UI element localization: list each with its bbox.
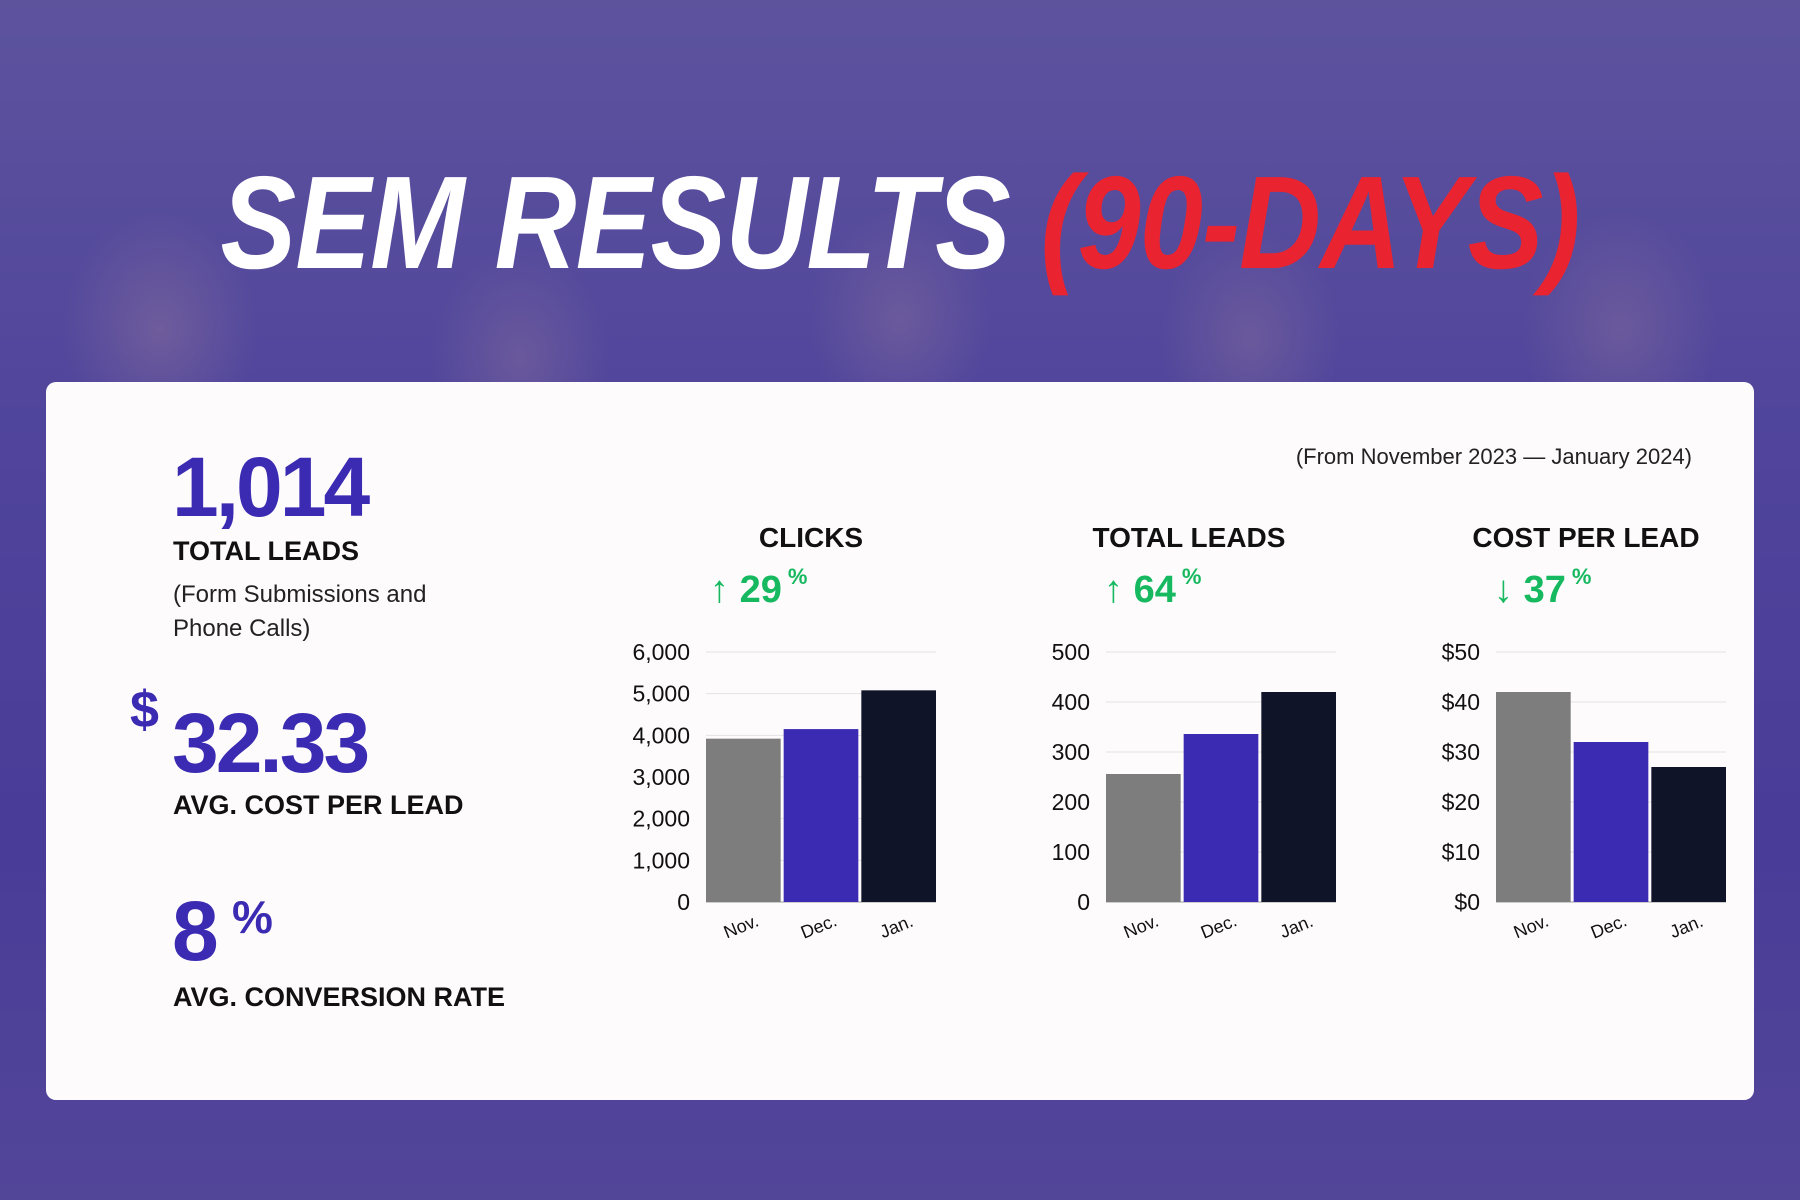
total-leads-sub: (Form Submissions and Phone Calls) xyxy=(173,581,427,642)
bar-dec xyxy=(1573,742,1649,902)
y-tick-label: 200 xyxy=(1052,789,1090,815)
y-tick-label: 500 xyxy=(1052,639,1090,665)
chart-leads: 0 100 200 300 400 500 Nov. Dec. Jan. xyxy=(1052,639,1336,943)
conversion-value: 8 xyxy=(172,884,219,978)
y-tick-label: $50 xyxy=(1442,639,1480,665)
total-leads-value: 1,014 xyxy=(172,440,370,534)
x-tick-label: Jan. xyxy=(877,911,916,942)
y-tick-label: 400 xyxy=(1052,689,1090,715)
y-tick-label: 5,000 xyxy=(632,681,690,707)
arrow-up-icon: ↑ xyxy=(710,569,729,611)
chart-leads-title: TOTAL LEADS xyxy=(1092,522,1286,553)
y-tick-label: 6,000 xyxy=(632,639,690,665)
y-tick-label: 0 xyxy=(677,889,690,915)
bar-nov xyxy=(1496,692,1571,902)
bar-dec xyxy=(783,729,859,902)
conversion-unit: % xyxy=(232,891,273,943)
date-range: (From November 2023 — January 2024) xyxy=(1295,444,1692,469)
total-leads-label: TOTAL LEADS xyxy=(173,536,360,566)
chart-cpl-change-value: 37 xyxy=(1523,569,1566,611)
bar-jan xyxy=(861,690,936,902)
x-tick-label: Jan. xyxy=(1667,911,1706,942)
cost-per-lead-label: AVG. COST PER LEAD xyxy=(173,790,464,820)
title-highlight: (90-DAYS) xyxy=(1040,149,1581,296)
arrow-up-icon: ↑ xyxy=(1104,569,1123,611)
bar-jan xyxy=(1651,767,1726,902)
y-tick-label: 1,000 xyxy=(632,847,690,873)
chart-cpl-title: COST PER LEAD xyxy=(1472,522,1700,553)
chart-clicks-change-value: 29 xyxy=(739,569,782,611)
chart-cost-per-lead: $0 $10 $20 $30 $40 $50 Nov. Dec. Jan. xyxy=(1442,639,1726,943)
x-tick-label: Jan. xyxy=(1277,911,1316,942)
y-tick-label: $0 xyxy=(1454,889,1480,915)
x-tick-label: Dec. xyxy=(1198,910,1240,942)
chart-cpl-change-unit: % xyxy=(1571,564,1592,589)
x-tick-label: Nov. xyxy=(1511,910,1552,942)
bar-nov xyxy=(706,738,781,902)
y-tick-label: 300 xyxy=(1052,739,1090,765)
chart-clicks-change: ↑ 29% xyxy=(710,564,870,612)
bar-jan xyxy=(1261,692,1336,902)
bar-nov xyxy=(1106,774,1181,902)
chart-leads-change-unit: % xyxy=(1181,564,1202,589)
y-tick-label: 100 xyxy=(1052,839,1090,865)
x-tick-label: Dec. xyxy=(1588,910,1630,942)
arrow-down-icon: ↓ xyxy=(1494,569,1513,611)
y-tick-label: $40 xyxy=(1442,689,1480,715)
chart-clicks-title: CLICKS xyxy=(758,522,864,553)
x-tick-label: Dec. xyxy=(798,910,840,942)
x-tick-label: Nov. xyxy=(721,910,762,942)
y-tick-label: 4,000 xyxy=(632,722,690,748)
conversion-label: AVG. CONVERSION RATE xyxy=(173,982,506,1012)
chart-clicks-change-unit: % xyxy=(787,564,808,589)
y-tick-label: $10 xyxy=(1442,839,1480,865)
results-card: 1,014 TOTAL LEADS (Form Submissions and … xyxy=(46,382,1754,1100)
chart-leads-change-value: 64 xyxy=(1133,569,1176,611)
title-main: SEM RESULTS xyxy=(220,149,1010,296)
page-title: SEM RESULTS (90-DAYS) xyxy=(126,138,1674,308)
currency-symbol: $ xyxy=(130,681,159,739)
bar-dec xyxy=(1183,734,1259,902)
y-tick-label: $20 xyxy=(1442,789,1480,815)
chart-cpl-change: ↓ 37% xyxy=(1494,564,1654,612)
chart-clicks: 0 1,000 2,000 3,000 4,000 5,000 6,000 Nov. Dec. J… xyxy=(632,639,936,943)
x-tick-label: Nov. xyxy=(1121,910,1162,942)
cost-per-lead-value: 32.33 xyxy=(172,696,370,790)
y-tick-label: 3,000 xyxy=(632,764,690,790)
y-tick-label: 2,000 xyxy=(632,806,690,832)
chart-leads-change: ↑ 64% xyxy=(1104,564,1264,612)
y-tick-label: $30 xyxy=(1442,739,1480,765)
y-tick-label: 0 xyxy=(1077,889,1090,915)
